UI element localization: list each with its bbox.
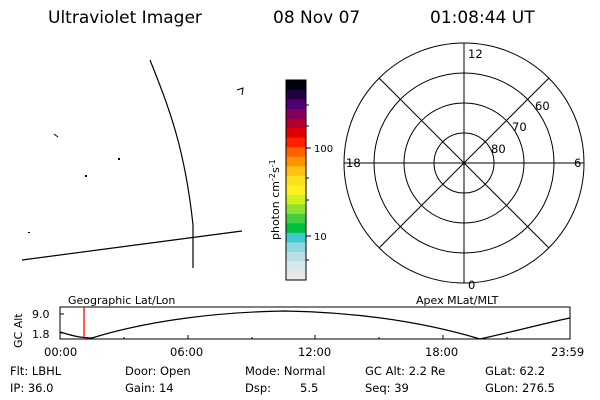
gain-readout: Gain: 14 (125, 381, 174, 395)
color-bar-cell (286, 222, 306, 233)
color-bar-cell (286, 175, 306, 186)
glat-readout: GLat: 62.2 (485, 364, 546, 378)
mlat-label-70: 70 (512, 120, 527, 134)
color-bar-cell (286, 203, 306, 214)
coast-dot (85, 175, 87, 177)
color-bar-cell (286, 260, 306, 271)
dsp-value: 5.5 (300, 381, 319, 395)
color-bar-frame (285, 79, 307, 281)
color-bar-cell (286, 251, 306, 262)
polar-diagonal (378, 77, 550, 249)
mlt-label-12: 12 (468, 47, 483, 61)
filter-readout: Flt: LBHL (10, 364, 62, 378)
y-tick-label-9: 9.0 (32, 308, 50, 321)
color-bar-cell (286, 165, 306, 176)
color-bar-cell (286, 137, 306, 148)
color-bar-cell (286, 194, 306, 205)
color-bar-cell (286, 184, 306, 195)
units-exp1: -2 (268, 173, 277, 181)
seq-readout: Seq: 39 (365, 381, 409, 395)
coast-fragment (53, 133, 59, 138)
time-label: 01:08:44 UT (430, 8, 535, 28)
mlt-label-0: 0 (468, 278, 475, 292)
color-bar-cell (286, 127, 306, 138)
coast-dot (118, 158, 120, 160)
units-base: photon cm (269, 181, 282, 240)
coastline-curve (149, 59, 194, 268)
color-bar-cell (286, 213, 306, 224)
mlat-label-60: 60 (535, 99, 550, 113)
colorbar-tick-100: 100 (314, 144, 333, 155)
x-tick-label: 00:00 (44, 345, 77, 359)
mode-readout: Mode: Normal (245, 364, 326, 378)
y-tick-label-1-8: 1.8 (32, 328, 50, 341)
x-tick-label: 06:00 (170, 345, 203, 359)
x-tick-label: 12:00 (298, 345, 331, 359)
apex-coords-label: Apex MLat/MLT (416, 294, 499, 307)
glon-readout: GLon: 276.5 (485, 381, 555, 395)
mlt-label-18: 18 (346, 156, 361, 170)
color-bar-cell (286, 108, 306, 119)
color-bar-cell (286, 89, 306, 100)
color-bar-cell (286, 146, 306, 157)
lat-line (21, 230, 243, 261)
coast-fragment (236, 87, 244, 96)
color-bar-cell (286, 241, 306, 252)
x-tick-label: 18:00 (425, 345, 458, 359)
color-bar-cell (286, 270, 306, 281)
geo-coords-label: Geographic Lat/Lon (68, 294, 175, 307)
colorbar-units-label: photon cm-2s-1 (268, 159, 282, 240)
color-bar-cell (286, 99, 306, 110)
dsp-label: Dsp: (245, 381, 272, 395)
altitude-curve (59, 310, 571, 340)
colorbar-tick-10: 10 (314, 232, 327, 243)
color-bar-cell (286, 232, 306, 243)
coast-dot (28, 232, 30, 233)
units-mid: s (269, 167, 282, 173)
app-title: Ultraviolet Imager (48, 8, 202, 28)
color-bar-cell (286, 80, 306, 91)
gc-alt-readout: GC Alt: 2.2 Re (365, 364, 446, 378)
color-bar-cell (286, 118, 306, 129)
color-bar-cell (286, 156, 306, 167)
y-axis-label: GC Alt (12, 313, 25, 348)
date-label: 08 Nov 07 (273, 8, 361, 28)
mlat-label-80: 80 (491, 142, 506, 156)
door-readout: Door: Open (125, 364, 191, 378)
ip-readout: IP: 36.0 (10, 381, 54, 395)
x-tick-label: 23:59 (551, 345, 584, 359)
mlt-label-6: 6 (574, 156, 581, 170)
units-exp2: -1 (268, 159, 277, 167)
